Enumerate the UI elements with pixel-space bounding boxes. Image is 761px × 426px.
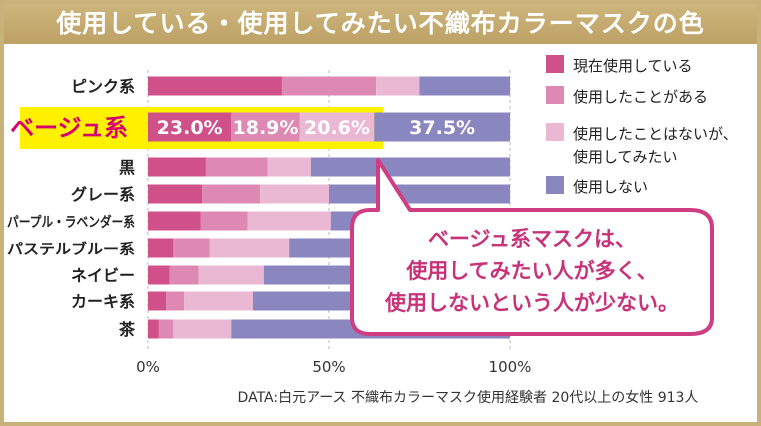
category-label: 茶 (118, 320, 136, 339)
bar-2-series-2 (231, 112, 300, 142)
x-tick-label: 0% (136, 358, 160, 376)
category-label: ネイビー (71, 266, 135, 285)
bar-5-series-2 (200, 211, 248, 231)
bar-9-series-1 (148, 319, 159, 339)
category-label: グレー系 (71, 185, 135, 204)
bar-6-series-3 (209, 238, 290, 258)
bar-1-series-1 (148, 76, 282, 96)
bar-4-series-2 (202, 184, 261, 204)
bar-9-series-2 (158, 319, 174, 339)
legend-swatch-2 (546, 86, 564, 104)
legend-label: 現在使用している (573, 57, 693, 75)
bar-2-series-1 (148, 112, 232, 142)
bar-5-series-3 (247, 211, 331, 231)
x-tick-labels: 0% 50% 100% (136, 358, 531, 376)
category-label: ピンク系 (71, 77, 135, 96)
bar-1-series-4 (419, 76, 510, 96)
legend-swatch-1 (546, 55, 564, 73)
bar-1-series-3 (376, 76, 420, 96)
category-label: ベージュ系 (10, 114, 128, 142)
callout-text: 使用してみたい人が多く、 (405, 259, 657, 283)
callout-text: 使用しないという人が少ない。 (384, 291, 679, 315)
category-labels: ピンク系ベージュ系黒グレー系パープル・ラベンダー系パステルブルー系ネイビーカーキ… (7, 77, 136, 339)
bar-4-series-4 (329, 184, 510, 204)
data-label: 20.6% (304, 117, 370, 139)
bar-3-series-1 (148, 157, 206, 177)
category-label: 黒 (119, 158, 135, 177)
category-label: パステルブルー系 (7, 241, 135, 258)
bar-3-series-4 (310, 157, 510, 177)
bar-8-series-2 (166, 291, 185, 311)
bar-4-series-3 (260, 184, 329, 204)
legend-swatch-3 (546, 123, 564, 141)
bar-2-series-4 (374, 112, 510, 142)
category-label: カーキ系 (71, 292, 135, 311)
category-label: パープル・ラベンダー系 (7, 214, 135, 231)
data-label: 18.9% (233, 117, 299, 139)
x-tick-label: 100% (489, 358, 532, 376)
data-label: 23.0% (157, 117, 223, 139)
bar-5-series-1 (148, 211, 201, 231)
data-label: 37.5% (409, 117, 475, 139)
callout-text: ベージュ系マスクは、 (428, 227, 636, 251)
bar-4-series-1 (148, 184, 203, 204)
callout: ベージュ系マスクは、使用してみたい人が多く、使用しないという人が少ない。 (350, 158, 714, 336)
legend-label: 使用したことがある (573, 88, 708, 106)
x-tick-label: 50% (312, 358, 345, 376)
bar-1-series-2 (281, 76, 377, 96)
bar-6-series-1 (148, 238, 174, 258)
legend-label: 使用してみたい (573, 148, 678, 166)
bar-7-series-2 (169, 265, 199, 285)
callout-bubble (350, 158, 714, 336)
bar-7-series-1 (148, 265, 170, 285)
source-note: DATA:白元アース 不織布カラーマスク使用経験者 20代以上の女性 913人 (238, 389, 699, 406)
legend-swatch-4 (546, 176, 564, 194)
bar-9-series-3 (173, 319, 232, 339)
title-bar: 使用している・使用してみたい不織布カラーマスクの色 (4, 4, 757, 44)
chart-title: 使用している・使用してみたい不織布カラーマスクの色 (56, 9, 705, 38)
bar-6-series-2 (173, 238, 210, 258)
bar-8-series-1 (148, 291, 167, 311)
bar-3-series-3 (267, 157, 311, 177)
bar-2-series-3 (299, 112, 375, 142)
legend-label: 使用しない (573, 178, 648, 196)
legend-label: 使用したことはないが、 (573, 125, 738, 143)
bar-3-series-2 (205, 157, 268, 177)
bar-7-series-3 (198, 265, 264, 285)
bar-8-series-3 (184, 291, 253, 311)
